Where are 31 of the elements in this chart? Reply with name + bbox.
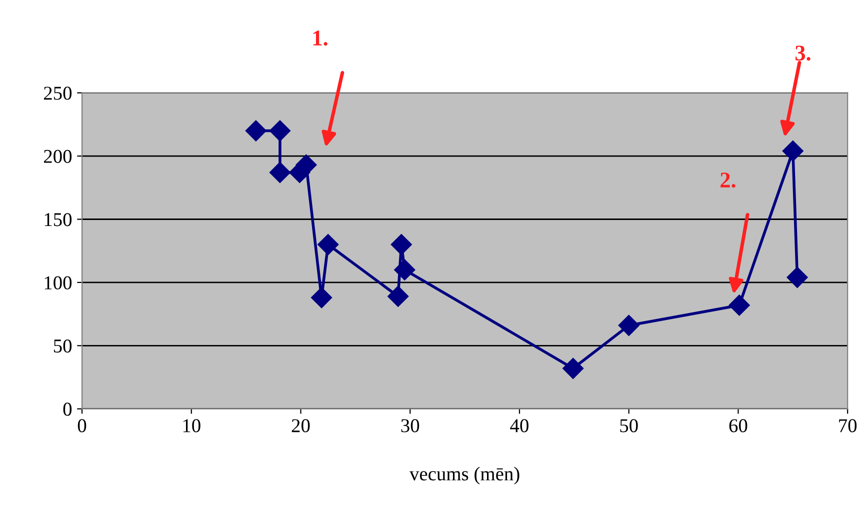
point <box>390 234 412 256</box>
point <box>245 120 266 142</box>
y-tick-label: 200 <box>44 150 72 163</box>
y-tick-label: 50 <box>54 339 72 353</box>
y-tick-label: 250 <box>44 86 72 100</box>
y-tick-label: 150 <box>44 213 72 226</box>
point <box>394 259 416 280</box>
point <box>269 120 290 142</box>
x-tick-label: 50 <box>620 419 638 432</box>
text: 3. <box>796 46 810 61</box>
point <box>388 286 409 307</box>
x-tick-label: 60 <box>729 419 748 432</box>
x-tick-label: 30 <box>401 419 420 432</box>
x-tick-label: 20 <box>292 419 310 432</box>
point <box>782 140 804 162</box>
point <box>318 234 339 256</box>
y-tick-label: 100 <box>44 276 72 290</box>
x-tick-label: 40 <box>510 419 528 432</box>
text: 1. <box>313 30 328 46</box>
point <box>728 294 750 316</box>
x-tick-label: 0 <box>78 419 86 432</box>
point <box>786 266 808 288</box>
x-tick-label: 70 <box>839 419 857 432</box>
y-tick-label: 0 <box>63 402 72 416</box>
point <box>618 314 640 336</box>
point <box>269 162 290 184</box>
annotation: 2. <box>720 172 736 188</box>
point <box>562 358 584 379</box>
point <box>311 287 332 308</box>
x-axis-title: vecums (mēn) <box>409 466 520 484</box>
x-tick-label: 10 <box>183 419 200 432</box>
